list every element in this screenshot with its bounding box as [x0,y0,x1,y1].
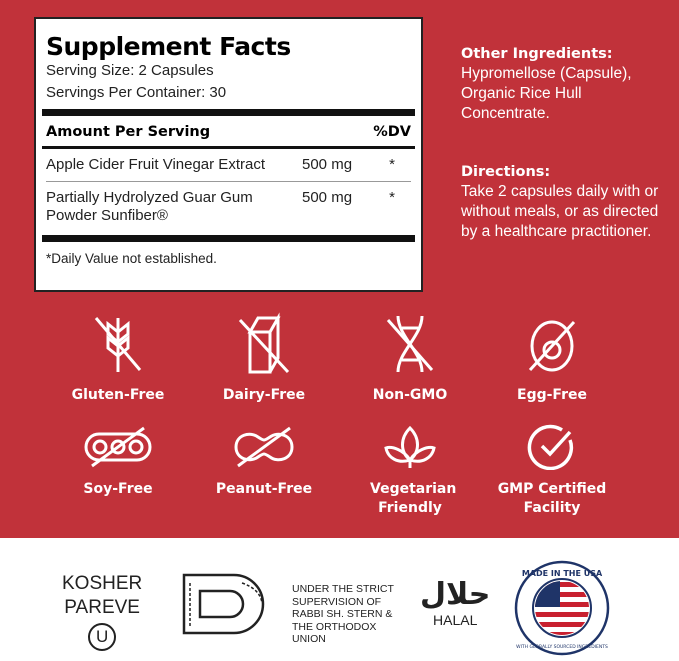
leaf-icon [384,425,436,468]
badge-label: Vegetarian Friendly [370,481,457,516]
usa-seal-text: MADE IN THE USA [522,569,603,578]
ingredient-name: Apple Cider Fruit Vinegar Extract [46,156,265,173]
kosher-pareve-mark: KOSHER PAREVE U [62,572,142,651]
badge-label: Dairy-Free [222,387,306,403]
badge-label: Peanut-Free [215,481,313,497]
badge-label: Egg-Free [517,387,587,403]
usa-seal-subtext: WITH GLOBALLY SOURCED INGREDIENTS [516,644,608,650]
ou-symbol: U [88,623,117,651]
badge-label: GMP Certified Facility [497,481,607,516]
badge-vegetarian-friendly: Vegetarian Friendly [340,424,480,518]
other-ingredients-title: Other Ingredients: [461,46,613,62]
ingredient-amount: 500 mg [302,156,353,173]
made-in-usa-seal: MADE IN THE USA WITH GLOBALLY SOURCED IN… [514,560,610,661]
supervision-text: UNDER THE STRICT SUPERVISION OF RABBI SH… [292,583,394,645]
badge-gluten-free: Gluten-Free [48,312,188,405]
badge-non-gmo: Non-GMO [340,312,480,405]
ingredient-dv: * [389,156,395,173]
facts-row: Partially Hydrolyzed Guar Gum Powder Sun… [46,181,411,235]
kosher-seal-logo [182,573,272,640]
halal-mark: حلال HALAL [420,577,491,629]
footnote: *Daily Value not established. [46,251,217,266]
ingredient-dv: * [389,189,395,206]
directions: Directions: Take 2 capsules daily with o… [461,162,671,242]
badge-gmp-certified: GMP Certified Facility [482,424,622,518]
egg-crossed-icon [528,320,576,372]
directions-title: Directions: [461,164,551,180]
supplement-facts-panel: Supplement Facts Serving Size: 2 Capsule… [34,17,423,292]
amount-header: Amount Per Serving [46,124,211,140]
badge-dairy-free: Dairy-Free [194,312,334,405]
badge-label: Gluten-Free [71,387,165,403]
divider [42,109,415,116]
facts-header: Amount Per Serving %DV [42,116,415,149]
other-ingredients-text: Hypromellose (Capsule), Organic Rice Hul… [461,65,632,122]
ingredient-amount: 500 mg [302,189,353,206]
kosher-text: KOSHER [62,573,143,594]
badge-label: Soy-Free [83,481,153,497]
serving-size: Serving Size: 2 Capsules [46,62,214,79]
badge-soy-free: Soy-Free [48,424,188,499]
soybean-crossed-icon [84,426,152,468]
facts-row: Apple Cider Fruit Vinegar Extract 500 mg * [46,149,411,181]
facts-title: Supplement Facts [46,32,291,61]
milk-carton-crossed-icon [238,312,290,374]
badge-label: Non-GMO [372,387,448,403]
halal-arabic: حلال [420,577,491,612]
halal-text: HALAL [433,612,478,628]
dv-header: %DV [373,124,411,140]
other-ingredients: Other Ingredients: Hypromellose (Capsule… [461,44,641,124]
divider [42,235,415,242]
badge-peanut-free: Peanut-Free [194,424,334,499]
ingredient-name: Partially Hydrolyzed Guar Gum Powder Sun… [46,189,253,224]
peanut-crossed-icon [234,426,294,468]
pareve-text: PAREVE [64,597,140,618]
directions-text: Take 2 capsules daily with or without me… [461,183,659,240]
check-circle-icon [527,424,574,470]
dna-crossed-icon [386,315,434,373]
servings-per-container: Servings Per Container: 30 [46,84,227,101]
badge-egg-free: Egg-Free [482,312,622,405]
wheat-crossed-icon [94,317,142,372]
